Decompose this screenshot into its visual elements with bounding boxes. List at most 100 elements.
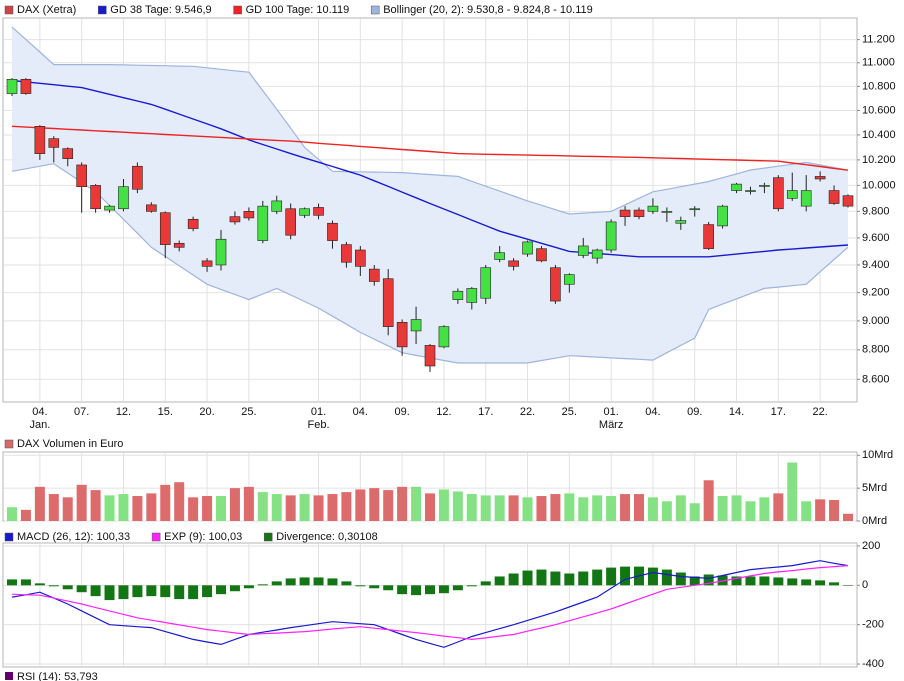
divergence-bar (146, 585, 157, 597)
divergence-bar (801, 579, 812, 586)
rsi-swatch (5, 672, 13, 680)
x-tick-label: 17. (771, 406, 786, 418)
volume-bar (522, 497, 533, 521)
candle-body (731, 183, 742, 191)
x-tick-label: 04. (32, 406, 47, 418)
y-tick-label: 10.800 (862, 80, 896, 92)
volume-bar (550, 494, 561, 521)
volume-bar (564, 493, 575, 521)
x-tick-label: 04. (645, 406, 660, 418)
divergence-bar (438, 585, 449, 594)
legend-swatch (151, 532, 161, 542)
candle-body (661, 211, 673, 213)
volume-bar (773, 493, 784, 521)
volume-bar (229, 488, 240, 521)
divergence-bar (564, 573, 575, 586)
y-tick-label: 10.400 (862, 129, 896, 141)
divergence-bar (452, 585, 463, 591)
divergence-bar (313, 577, 324, 586)
x-tick-label: 22. (520, 406, 535, 418)
volume-bar (271, 494, 282, 521)
candle-body (786, 190, 798, 199)
candle-body (745, 190, 756, 192)
candle-body (313, 207, 324, 216)
y-tick-label: 9.000 (862, 315, 890, 327)
candle-body (800, 190, 812, 207)
candle-body (424, 345, 436, 367)
volume-bar (661, 501, 672, 521)
candle-body (480, 267, 492, 299)
legend-swatch (263, 532, 273, 542)
x-tick-label: 25. (562, 406, 577, 418)
y-tick-label: 10.000 (862, 179, 896, 191)
y-tick-label: 9.200 (862, 287, 890, 299)
x-tick-label: 22. (812, 406, 827, 418)
candle-body (619, 209, 631, 217)
candle-body (675, 220, 687, 224)
volume-bar (132, 496, 143, 521)
divergence-bar (773, 577, 784, 586)
candle-body (368, 268, 380, 282)
divergence-bar (174, 585, 185, 600)
legend-swatch (233, 5, 242, 15)
x-tick-label: 12. (436, 406, 451, 418)
y-tick-label: 10Mrd (862, 449, 893, 461)
legend-label: EXP (9): 100,03 (164, 531, 242, 543)
volume-bar (731, 495, 742, 521)
divergence-bar (341, 581, 352, 586)
candle-body (438, 326, 450, 348)
volume-bar (104, 495, 115, 521)
volume-bar (160, 484, 171, 521)
volume-bar (146, 493, 157, 521)
y-tick-label: 10.600 (862, 104, 896, 116)
candle-body (689, 208, 701, 211)
legend-swatch (4, 5, 14, 15)
candle-body (285, 208, 296, 236)
volume-bar (494, 495, 505, 521)
divergence-bar (745, 576, 756, 586)
y-tick-label: 8.800 (862, 344, 890, 356)
candle-body (299, 208, 310, 216)
candle-body (341, 244, 352, 263)
candle-body (591, 249, 603, 259)
divergence-bar (703, 574, 714, 586)
volume-bar (383, 490, 394, 521)
y-tick-label: 9.600 (862, 232, 890, 244)
candle-body (159, 212, 171, 245)
rsi-title: RSI (14): 53,793 (17, 671, 98, 681)
candle-body (243, 211, 255, 219)
candle-body (494, 252, 505, 260)
divergence-bar (369, 585, 380, 589)
y-tick-label: 9.400 (862, 259, 890, 271)
divergence-bar (466, 585, 477, 587)
candle-body (229, 216, 241, 223)
volume-bar (257, 492, 268, 521)
volume-bar (355, 489, 366, 521)
volume-bar (48, 494, 59, 521)
candle-body (842, 195, 854, 207)
volume-bar (62, 497, 73, 521)
divergence-bar (620, 566, 631, 586)
candle-body (452, 290, 464, 300)
candle-body (536, 248, 547, 262)
divergence-bar (787, 578, 798, 586)
volume-bar (76, 484, 87, 521)
divergence-bar (592, 569, 603, 586)
candle-body (257, 205, 269, 241)
candle-body (201, 260, 213, 267)
divergence-bar (508, 573, 519, 586)
volume-bar (411, 486, 422, 521)
volume-bar (452, 491, 463, 521)
volume-bar (216, 496, 226, 521)
candle-body (550, 267, 561, 302)
divergence-bar (578, 571, 589, 586)
x-month-label: Feb. (308, 419, 330, 431)
volume-bar (466, 494, 477, 521)
candle-body (355, 249, 366, 267)
divergence-bar (647, 567, 658, 586)
candle-body (6, 78, 18, 94)
candle-body (20, 78, 32, 94)
candle-body (173, 242, 185, 248)
volume-bar (703, 480, 714, 521)
y-tick-label: -200 (862, 619, 884, 631)
